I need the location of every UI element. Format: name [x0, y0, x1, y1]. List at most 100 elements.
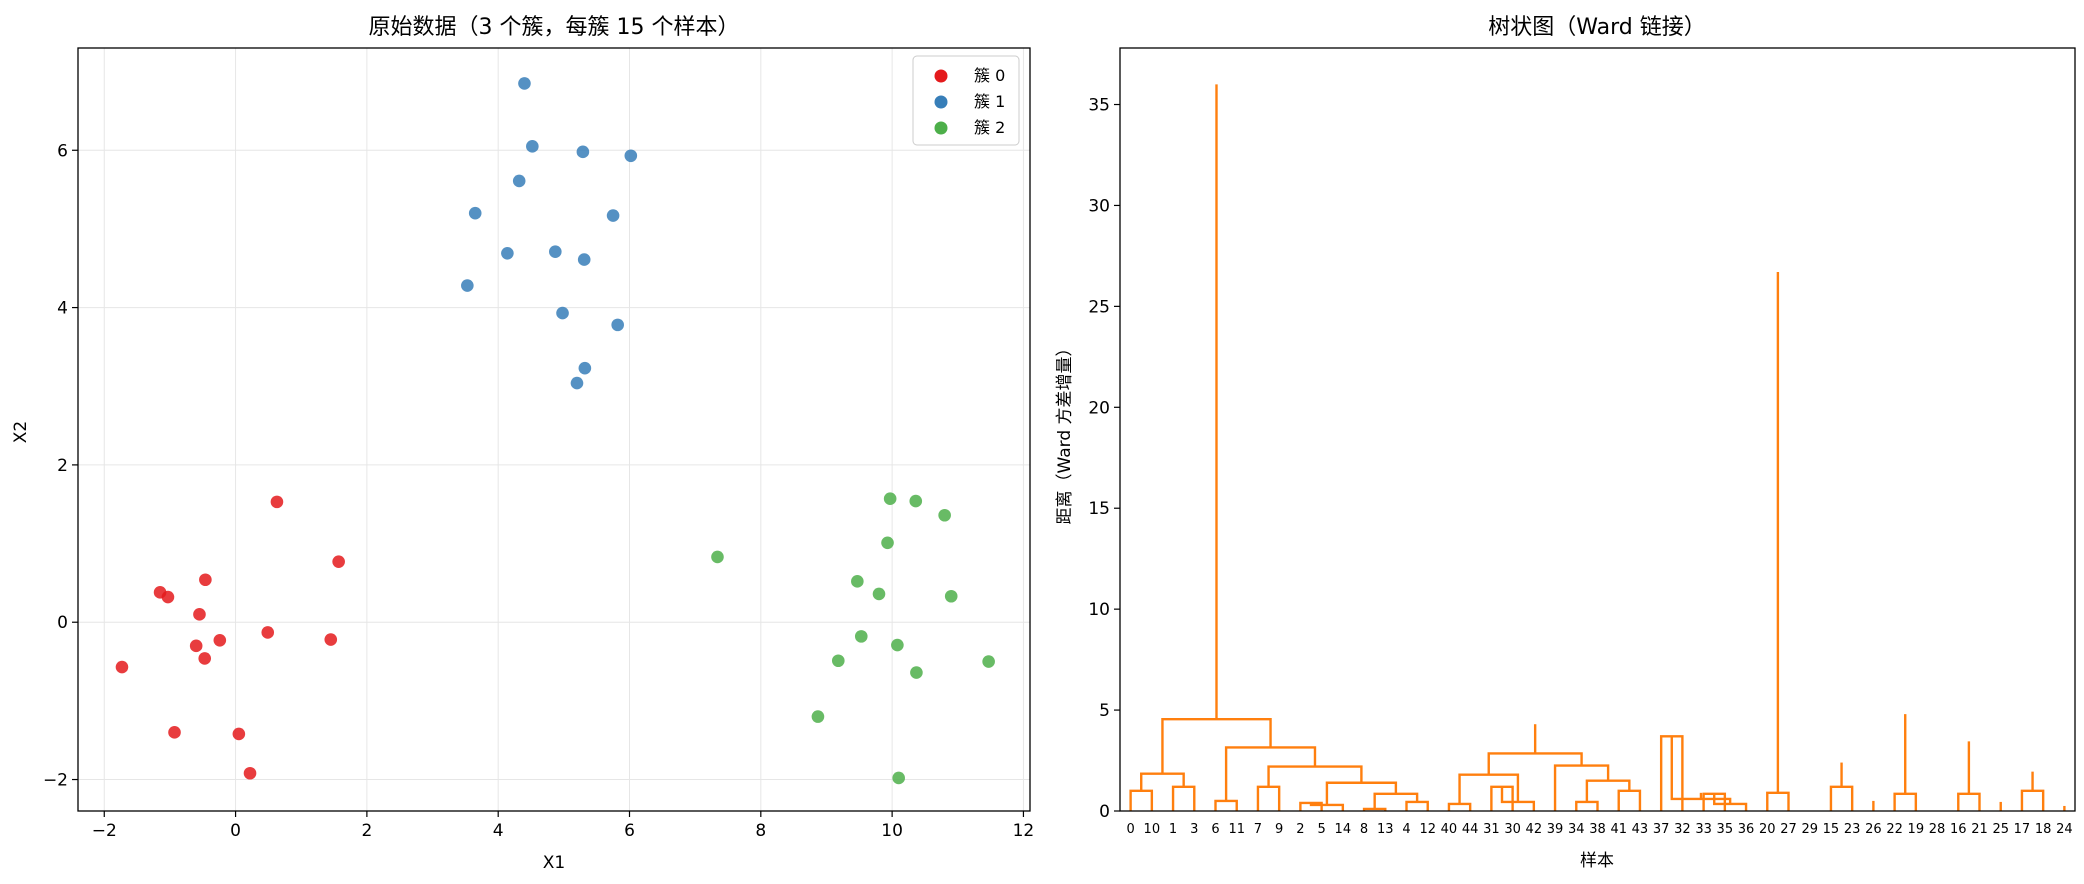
dendrogram-link: [1829, 785, 1854, 811]
dendrogram-leaf-label: 6: [1211, 822, 1219, 837]
dendrogram-leaf-label: 41: [1610, 822, 1627, 837]
dendrogram-y-tick-label: 25: [1088, 297, 1110, 317]
dendrogram-leaf-label: 5: [1317, 822, 1325, 837]
dendrogram-leaf-label: 40: [1441, 822, 1458, 837]
dendrogram-link: [1575, 800, 1599, 811]
dendrogram-leaf-label: 28: [1929, 822, 1946, 837]
scatter-point-cluster-0: [213, 634, 227, 647]
scatter-point-cluster-0: [243, 766, 257, 780]
scatter-point-cluster-0: [270, 495, 284, 509]
dendrogram-y-tick-label: 10: [1088, 600, 1110, 620]
scatter-y-label: X2: [11, 421, 31, 443]
dendrogram-leaf-label: 36: [1738, 822, 1755, 837]
dendrogram-leaf-label: 24: [2056, 822, 2073, 837]
scatter-points: [115, 77, 995, 785]
dendrogram-link: [1405, 800, 1429, 811]
scatter-y-ticks: −2 0 2 4 6: [43, 141, 78, 791]
dendrogram-leaf-label: 23: [1844, 822, 1861, 837]
scatter-point-cluster-0: [198, 652, 212, 665]
scatter-point-cluster-0: [193, 608, 206, 621]
dendrogram-x-label: 样本: [1580, 851, 1614, 871]
dendrogram-leaf-label: 1: [1169, 822, 1177, 837]
dendrogram-link: [1458, 773, 1520, 804]
scatter-axes-frame: [77, 47, 1031, 812]
legend-marker-cluster-1: [934, 95, 948, 109]
dendrogram-leaf-label: 0: [1126, 822, 1134, 837]
scatter-y-tick-label: 4: [57, 299, 68, 319]
dendrogram-plot-area: [1120, 48, 2075, 811]
scatter-point-cluster-1: [549, 245, 562, 259]
legend-label-cluster-0: 簇 0: [974, 66, 1005, 85]
scatter-point-cluster-1: [512, 174, 526, 188]
scatter-point-cluster-2: [881, 536, 894, 550]
dendrogram-leaf-label: 18: [2035, 822, 2052, 837]
dendrogram-link: [1171, 785, 1196, 811]
dendrogram-link: [1500, 786, 1536, 811]
scatter-point-cluster-0: [261, 626, 275, 639]
scatter-point-cluster-2: [831, 654, 845, 668]
scatter-x-tick-label: 2: [361, 821, 372, 841]
scatter-plot-area: [78, 48, 1030, 811]
scatter-point-cluster-1: [576, 145, 590, 159]
scatter-point-cluster-1: [577, 253, 591, 266]
legend-label-cluster-2: 簇 2: [974, 118, 1005, 137]
dendrogram-link: [1224, 746, 1317, 801]
dendrogram-y-label: 距离（Ward 方差增量）: [1055, 339, 1075, 524]
dendrogram-link: [1373, 792, 1419, 809]
dendrogram-leaf-label: 25: [1992, 822, 2009, 837]
dendrogram-link: [1256, 785, 1281, 811]
dendrogram-leaf-label: 26: [1865, 822, 1882, 837]
dendrogram-leaf-label: 12: [1419, 822, 1436, 837]
scatter-x-tick-label: 10: [881, 821, 903, 841]
scatter-point-cluster-0: [168, 726, 181, 739]
dendrogram-link: [1670, 736, 1732, 804]
dendrogram-leaf-label: 2: [1296, 822, 1304, 837]
dendrogram-leaf-label: 42: [1526, 822, 1543, 837]
scatter-point-cluster-1: [624, 149, 638, 163]
dendrogram-y-tick-label: 0: [1099, 802, 1110, 822]
scatter-point-cluster-1: [611, 318, 624, 332]
dendrogram-leaf-label: 30: [1504, 822, 1521, 837]
scatter-point-cluster-1: [556, 306, 569, 320]
legend-label-cluster-1: 簇 1: [974, 92, 1005, 111]
dendrogram-leaf-label: 38: [1589, 822, 1606, 837]
scatter-point-cluster-0: [199, 573, 212, 587]
scatter-point-cluster-2: [851, 575, 864, 588]
dendrogram-link: [2020, 789, 2045, 811]
dendrogram-link: [1957, 792, 1981, 811]
dendrogram-y-tick-label: 35: [1088, 96, 1110, 116]
scatter-point-cluster-1: [578, 361, 592, 375]
legend-marker-cluster-2: [934, 121, 948, 135]
scatter-x-tick-label: 4: [493, 821, 504, 841]
scatter-x-tick-label: 8: [755, 821, 766, 841]
dendrogram-leaf-label: 4: [1402, 822, 1410, 837]
dendrogram-leaf-label: 39: [1547, 822, 1564, 837]
scatter-point-cluster-0: [115, 660, 129, 674]
scatter-point-cluster-1: [570, 376, 584, 390]
dendrogram-leaf-label: 7: [1254, 822, 1262, 837]
scatter-y-tick-label: 2: [57, 456, 68, 476]
dendrogram-y-ticks: 0 5 10 15 20 25 30 35: [1088, 96, 1120, 822]
scatter-legend: 簇 0 簇 1 簇 2: [912, 55, 1020, 146]
scatter-point-cluster-1: [501, 247, 514, 260]
dendrogram-link: [1129, 789, 1154, 811]
scatter-y-tick-label: 0: [57, 613, 68, 633]
scatter-point-cluster-2: [872, 587, 886, 601]
dendrogram-leaf-label: 10: [1144, 822, 1161, 837]
scatter-x-tick-label: 12: [1013, 821, 1035, 841]
dendrogram-leaf-label: 9: [1275, 822, 1283, 837]
dendrogram-leaf-label: 3: [1190, 822, 1198, 837]
dendrogram-leaf-label: 22: [1886, 822, 1903, 837]
dendrogram-leaf-label: 13: [1377, 822, 1394, 837]
dendrogram-leaf-label: 19: [1908, 822, 1925, 837]
dendrogram-leaf-label: 27: [1780, 822, 1797, 837]
scatter-point-cluster-1: [518, 77, 531, 90]
scatter-point-cluster-1: [606, 209, 620, 222]
dendrogram-leaf-label: 32: [1674, 822, 1691, 837]
scatter-point-cluster-2: [891, 638, 904, 652]
dendrogram-leaf-labels: 0 10 1 3 6 11 7 9 2 5 14 8 13 4 12 40 44 31 30 42 39 34 38 41 43…: [1126, 822, 2072, 837]
scatter-point-cluster-2: [883, 492, 897, 506]
dendrogram-leaf-label: 20: [1759, 822, 1776, 837]
